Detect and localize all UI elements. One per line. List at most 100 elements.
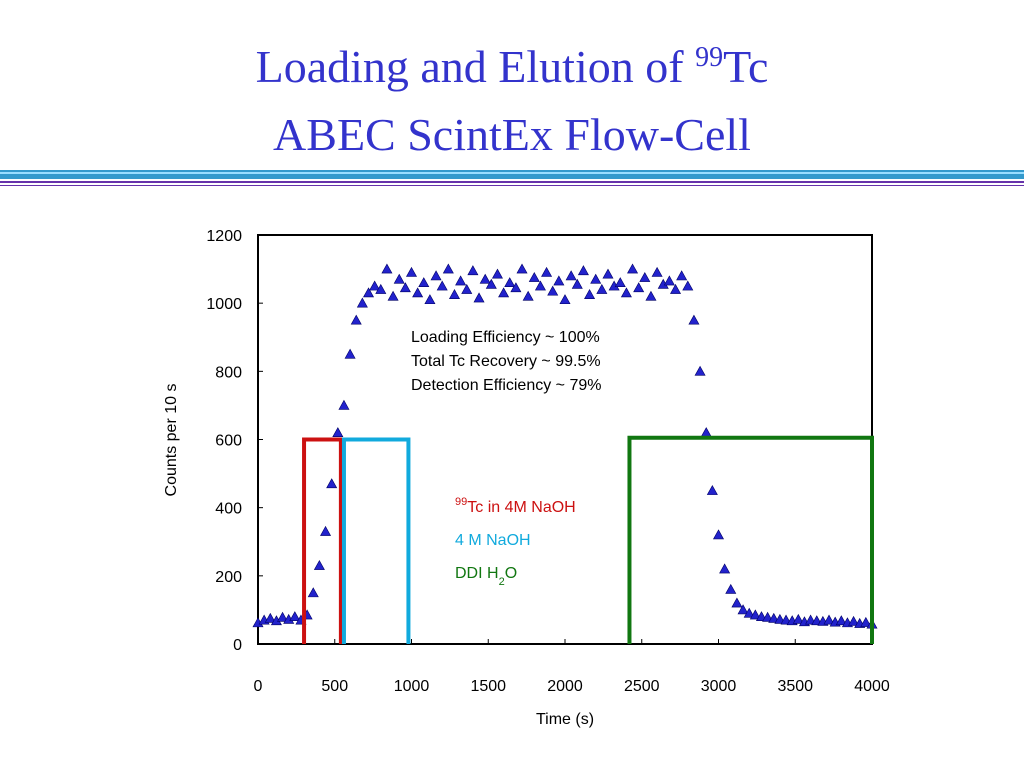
region-box — [627, 435, 874, 644]
region-label: DDI H2O — [455, 565, 517, 588]
title-line2: ABEC ScintEx Flow-Cell — [273, 109, 751, 160]
data-point — [602, 268, 614, 279]
data-point — [577, 265, 589, 276]
data-point — [792, 613, 804, 624]
x-tick-label: 3000 — [701, 678, 737, 695]
data-point — [424, 294, 436, 305]
region-label: 99Tc in 4M NaOH — [455, 496, 576, 516]
data-point — [627, 263, 639, 274]
data-point — [676, 270, 688, 281]
data-point — [326, 478, 338, 489]
data-point — [528, 271, 540, 282]
data-point — [356, 297, 368, 308]
data-point — [651, 266, 663, 277]
data-point — [700, 427, 712, 437]
data-point — [534, 280, 546, 291]
data-point — [289, 611, 301, 622]
data-point — [467, 265, 479, 276]
data-point — [375, 283, 387, 294]
data-point — [313, 559, 325, 570]
title-line1: Loading and Elution of 99Tc — [256, 41, 769, 92]
divider — [0, 185, 1024, 186]
x-tick-label: 2500 — [624, 678, 660, 695]
divider — [0, 170, 1024, 179]
y-tick-label: 1200 — [206, 228, 242, 245]
data-point — [338, 399, 350, 410]
data-point — [448, 289, 460, 299]
data-point — [307, 587, 319, 598]
data-point — [485, 278, 497, 289]
data-point — [633, 282, 645, 293]
y-tick-label: 0 — [233, 637, 242, 654]
data-point — [848, 615, 860, 626]
data-point — [430, 270, 442, 281]
data-point — [504, 277, 516, 288]
data-point — [498, 287, 510, 298]
name: Tc in 4M NaOH — [467, 499, 575, 516]
data-point — [473, 292, 485, 303]
data-point — [363, 287, 375, 298]
data-point — [762, 611, 774, 622]
data-point — [277, 611, 289, 622]
data-point — [491, 268, 503, 279]
data-point — [571, 278, 583, 289]
data-point — [688, 314, 700, 325]
data-point — [823, 614, 835, 625]
data-point — [559, 294, 571, 305]
data-point — [860, 616, 872, 627]
data-point — [670, 283, 682, 294]
data-point — [682, 280, 694, 291]
data-point — [645, 290, 657, 301]
annotation: Detection Efficiency ~ 79% — [411, 377, 601, 394]
data-point — [442, 263, 454, 274]
name: 4 M NaOH — [455, 532, 531, 549]
x-tick-label: 2000 — [547, 678, 583, 695]
data-point — [768, 612, 780, 623]
end: O — [505, 565, 517, 582]
sub: 2 — [499, 576, 505, 588]
data-point — [405, 266, 418, 277]
data-point — [479, 273, 491, 284]
data-point — [565, 270, 577, 281]
region-box — [341, 437, 411, 644]
data-point — [350, 314, 362, 325]
data-point — [344, 348, 356, 359]
data-point — [553, 275, 565, 286]
data-point — [332, 427, 344, 437]
sup: 99 — [455, 496, 467, 508]
data-point — [731, 597, 743, 608]
data-point — [620, 287, 632, 298]
data-point — [596, 283, 608, 294]
data-point — [639, 271, 651, 282]
x-tick-label: 3500 — [777, 678, 813, 695]
data-point — [387, 290, 399, 301]
data-point — [418, 277, 430, 288]
data-point — [510, 282, 522, 293]
y-tick-label: 600 — [215, 433, 242, 450]
x-tick-label: 1500 — [470, 678, 506, 695]
data-point — [725, 583, 737, 594]
data-point — [516, 263, 528, 274]
data-point — [381, 263, 393, 274]
x-tick-label: 4000 — [854, 678, 890, 695]
x-tick-label: 500 — [321, 678, 348, 695]
x-tick-label: 0 — [254, 678, 263, 695]
name: DDI H — [455, 565, 499, 582]
data-point — [835, 615, 847, 626]
data-point — [541, 266, 553, 277]
x-tick-label: 1000 — [394, 678, 430, 695]
data-point — [694, 365, 706, 376]
y-tick-label: 1000 — [206, 296, 242, 313]
y-axis-label: Counts per 10 s — [163, 384, 180, 497]
data-point — [749, 609, 761, 620]
data-point — [436, 280, 448, 291]
data-point — [393, 273, 405, 284]
data-point — [320, 525, 332, 536]
region-box — [302, 437, 343, 644]
annotation: Loading Efficiency ~ 100% — [411, 329, 600, 346]
y-tick-label: 200 — [215, 569, 242, 586]
x-axis-label: Time (s) — [536, 711, 594, 728]
y-tick-label: 800 — [215, 364, 242, 381]
data-point — [712, 529, 725, 540]
